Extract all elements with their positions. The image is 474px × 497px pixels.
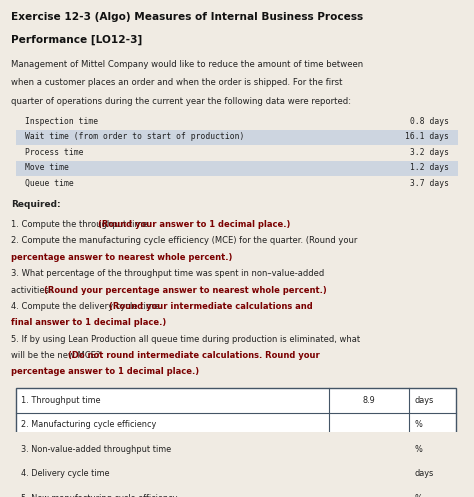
Text: (Round your percentage answer to nearest whole percent.): (Round your percentage answer to nearest… [44, 286, 327, 295]
FancyBboxPatch shape [16, 161, 458, 176]
Text: when a customer places an order and when the order is shipped. For the first: when a customer places an order and when… [11, 79, 342, 87]
Text: %: % [415, 494, 422, 497]
Text: 4. Compute the delivery cycle time.: 4. Compute the delivery cycle time. [11, 302, 164, 311]
Text: Move time: Move time [25, 164, 69, 172]
Text: days: days [415, 470, 434, 479]
Text: percentage answer to 1 decimal place.): percentage answer to 1 decimal place.) [11, 367, 199, 376]
Text: 0.8 days: 0.8 days [410, 117, 449, 126]
FancyBboxPatch shape [16, 130, 458, 145]
Text: 4. Delivery cycle time: 4. Delivery cycle time [21, 470, 109, 479]
Text: days: days [415, 396, 434, 405]
Text: 5. If by using Lean Production all queue time during production is eliminated, w: 5. If by using Lean Production all queue… [11, 334, 360, 343]
Text: 5. New manufacturing cycle efficiency: 5. New manufacturing cycle efficiency [21, 494, 178, 497]
Text: 3.2 days: 3.2 days [410, 148, 449, 157]
Text: activities?: activities? [11, 286, 56, 295]
Text: 1. Compute the throughput time.: 1. Compute the throughput time. [11, 220, 153, 229]
Text: 3. Non-value-added throughput time: 3. Non-value-added throughput time [21, 445, 171, 454]
Text: (Do not round intermediate calculations. Round your: (Do not round intermediate calculations.… [68, 351, 320, 360]
Text: Exercise 12-3 (Algo) Measures of Internal Business Process: Exercise 12-3 (Algo) Measures of Interna… [11, 12, 363, 22]
Text: 3.7 days: 3.7 days [410, 179, 449, 188]
Text: quarter of operations during the current year the following data were reported:: quarter of operations during the current… [11, 96, 351, 105]
Text: (Round your answer to 1 decimal place.): (Round your answer to 1 decimal place.) [98, 220, 291, 229]
Text: 16.1 days: 16.1 days [405, 132, 449, 141]
Text: Queue time: Queue time [25, 179, 73, 188]
Text: 1.2 days: 1.2 days [410, 164, 449, 172]
Text: Required:: Required: [11, 200, 61, 209]
Text: Inspection time: Inspection time [25, 117, 98, 126]
FancyBboxPatch shape [16, 388, 456, 497]
Text: 2. Compute the manufacturing cycle efficiency (MCE) for the quarter. (Round your: 2. Compute the manufacturing cycle effic… [11, 237, 357, 246]
Text: %: % [415, 420, 422, 429]
Text: Wait time (from order to start of production): Wait time (from order to start of produc… [25, 132, 244, 141]
Text: will be the new MCE?: will be the new MCE? [11, 351, 103, 360]
Text: Management of Mittel Company would like to reduce the amount of time between: Management of Mittel Company would like … [11, 60, 363, 70]
Text: percentage answer to nearest whole percent.): percentage answer to nearest whole perce… [11, 253, 232, 262]
Text: Process time: Process time [25, 148, 83, 157]
Text: final answer to 1 decimal place.): final answer to 1 decimal place.) [11, 318, 166, 328]
Text: %: % [415, 445, 422, 454]
Text: 1. Throughput time: 1. Throughput time [21, 396, 100, 405]
Text: 8.9: 8.9 [363, 396, 375, 405]
Text: 3. What percentage of the throughput time was spent in non–value-added: 3. What percentage of the throughput tim… [11, 269, 324, 278]
Text: (Round your intermediate calculations and: (Round your intermediate calculations an… [109, 302, 313, 311]
Text: 2. Manufacturing cycle efficiency: 2. Manufacturing cycle efficiency [21, 420, 156, 429]
Text: Performance [LO12-3]: Performance [LO12-3] [11, 35, 142, 45]
